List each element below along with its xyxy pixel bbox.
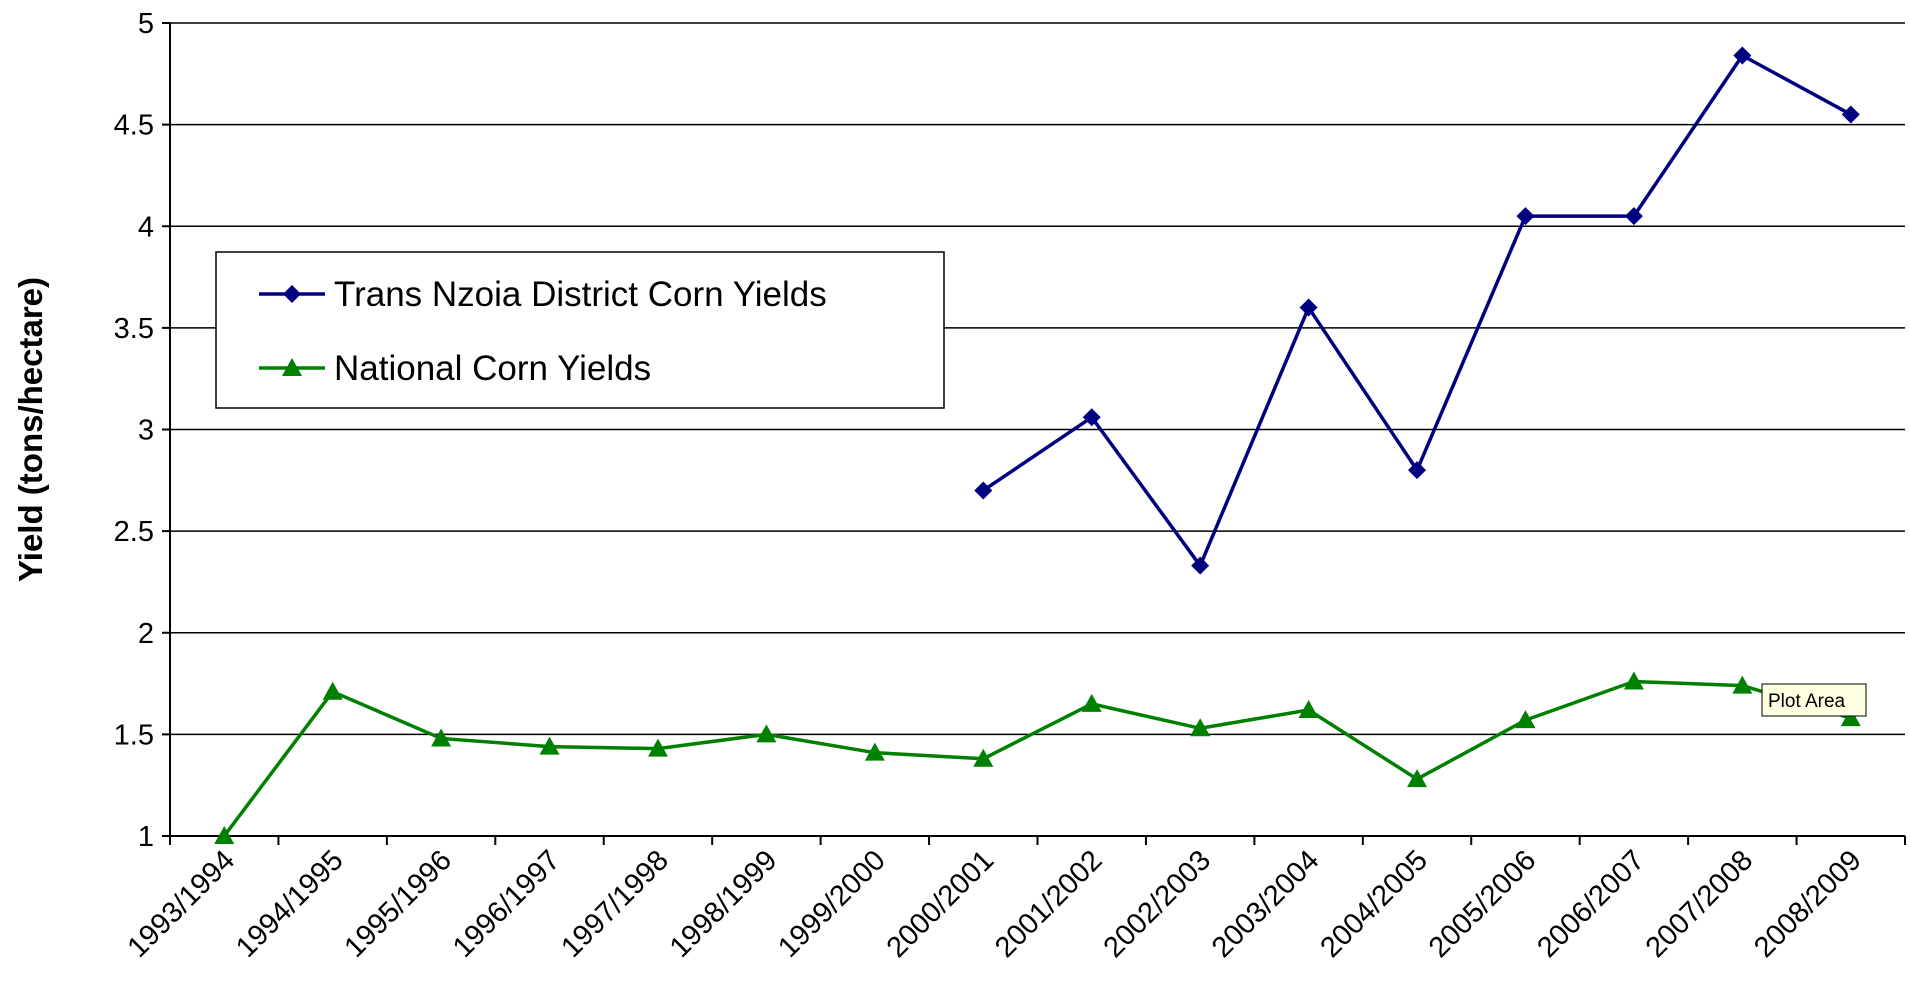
data-point-trans-nzoia-district-corn-yields-2006-2007 — [1624, 207, 1643, 226]
data-point-trans-nzoia-district-corn-yields-2003-2004 — [1299, 298, 1318, 317]
data-point-national-corn-yields-2007-2008 — [1732, 675, 1753, 694]
x-tick-label-2004-2005: 2004/2005 — [1314, 844, 1434, 964]
legend-box — [215, 251, 945, 409]
series-line-trans-nzoia-district-corn-yields — [982, 53, 1852, 568]
x-tick-label-1994-1995: 1994/1995 — [230, 844, 350, 964]
series-national-corn-yields — [214, 671, 1861, 844]
data-point-national-corn-yields-2006-2007 — [1623, 671, 1644, 690]
x-tick-label-2000-2001: 2000/2001 — [881, 844, 1001, 964]
data-point-national-corn-yields-2005-2006 — [1515, 710, 1536, 729]
data-point-national-corn-yields-2000-2001 — [973, 748, 994, 767]
y-axis-label: Yield (tons/hectare) — [12, 277, 49, 582]
y-tick-label-5: 5 — [138, 8, 154, 40]
y-tick-label-2-5: 2.5 — [114, 516, 154, 548]
data-point-national-corn-yields-2008-2009 — [1840, 708, 1861, 727]
data-point-national-corn-yields-2002-2003 — [1190, 718, 1211, 737]
data-point-national-corn-yields-2001-2002 — [1081, 693, 1102, 712]
x-tick-label-1995-1996: 1995/1996 — [338, 844, 458, 964]
legend-diamond-marker — [283, 285, 301, 303]
data-point-trans-nzoia-district-corn-yields-2005-2006 — [1516, 207, 1535, 226]
data-point-national-corn-yields-1993-1994 — [214, 826, 235, 844]
x-tick-label-1996-1997: 1996/1997 — [447, 844, 567, 964]
x-tick-label-2007-2008: 2007/2008 — [1640, 844, 1760, 964]
data-point-trans-nzoia-district-corn-yields-2007-2008 — [1733, 46, 1752, 65]
series — [214, 46, 1861, 844]
y-tick-labels: 1 1.5 2 2.5 3 3.5 4 4.5 5 — [114, 8, 170, 853]
data-point-national-corn-yields-2003-2004 — [1298, 699, 1319, 718]
x-tick-label-1999-2000: 1999/2000 — [772, 844, 892, 964]
x-tick-label-1993-1994: 1993/1994 — [122, 844, 242, 964]
data-point-national-corn-yields-1999-2000 — [864, 742, 885, 761]
y-tick-label-1: 1 — [138, 821, 154, 853]
data-point-national-corn-yields-1994-1995 — [322, 681, 343, 700]
x-tick-labels: 1993/19941994/19951995/19961996/19971997… — [122, 836, 1906, 964]
data-point-national-corn-yields-1995-1996 — [431, 728, 452, 747]
y-tick-label-3-5: 3.5 — [114, 313, 154, 345]
data-point-national-corn-yields-1997-1998 — [647, 738, 668, 757]
legend-entry-trans-nzoia: Trans Nzoia District Corn Yields — [259, 275, 827, 314]
y-tick-label-1-5: 1.5 — [114, 719, 154, 751]
x-tick-label-2006-2007: 2006/2007 — [1531, 844, 1651, 964]
legend-entry-national: National Corn Yields — [259, 349, 651, 388]
x-tick-label-2003-2004: 2003/2004 — [1206, 844, 1326, 964]
series-trans-nzoia-district-corn-yields — [974, 46, 1860, 575]
x-tick-label-2005-2006: 2005/2006 — [1423, 844, 1543, 964]
plot-area-tooltip: Plot Area — [1761, 683, 1867, 717]
legend: Trans Nzoia District Corn Yields Nationa… — [215, 251, 945, 409]
series-line-national-corn-yields — [222, 679, 1852, 838]
data-point-national-corn-yields-2004-2005 — [1407, 769, 1428, 788]
data-point-national-corn-yields-1998-1999 — [756, 724, 777, 743]
data-point-trans-nzoia-district-corn-yields-2004-2005 — [1408, 461, 1427, 480]
x-tick-label-2008-2009: 2008/2009 — [1748, 844, 1868, 964]
tooltip-label: Plot Area — [1768, 691, 1846, 712]
data-point-trans-nzoia-district-corn-yields-2008-2009 — [1841, 105, 1860, 124]
legend-label-trans-nzoia: Trans Nzoia District Corn Yields — [334, 275, 827, 314]
x-tick-label-2002-2003: 2002/2003 — [1098, 844, 1218, 964]
y-tick-label-2: 2 — [138, 618, 154, 650]
y-tick-label-4-5: 4.5 — [114, 110, 154, 142]
data-point-trans-nzoia-district-corn-yields-2001-2002 — [1082, 408, 1101, 427]
y-tick-label-3: 3 — [138, 415, 154, 447]
x-tick-label-2001-2002: 2001/2002 — [989, 844, 1109, 964]
x-tick-label-1997-1998: 1997/1998 — [555, 844, 675, 964]
data-point-trans-nzoia-district-corn-yields-2000-2001 — [974, 481, 993, 500]
x-tick-label-1998-1999: 1998/1999 — [664, 844, 784, 964]
legend-label-national: National Corn Yields — [334, 349, 651, 388]
legend-triangle-marker — [282, 358, 302, 376]
tooltip-box — [1761, 683, 1867, 717]
y-tick-label-4: 4 — [138, 211, 154, 243]
data-point-trans-nzoia-district-corn-yields-2002-2003 — [1191, 556, 1210, 575]
data-point-national-corn-yields-1996-1997 — [539, 736, 560, 755]
